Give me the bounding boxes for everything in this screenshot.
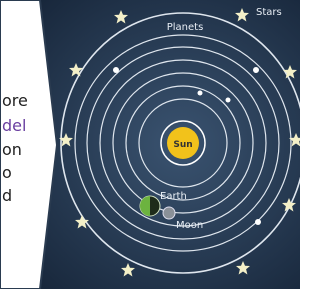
planets-label: Planets <box>167 22 204 33</box>
moon <box>163 207 175 219</box>
earth-label: Earth <box>160 191 187 202</box>
text-line-highlight: del <box>2 116 26 135</box>
stars-label: Stars <box>256 7 282 18</box>
text-line: d <box>2 186 12 205</box>
sun-label: Sun <box>173 140 192 150</box>
page: Sun Planets Stars Earth Moon ore del on … <box>0 0 300 289</box>
text-line: ore <box>2 91 28 110</box>
text-line: o <box>2 163 12 182</box>
slide: Sun Planets Stars Earth Moon ore del on … <box>0 0 300 289</box>
moon-label: Moon <box>176 220 203 231</box>
text-line: on <box>2 140 22 159</box>
